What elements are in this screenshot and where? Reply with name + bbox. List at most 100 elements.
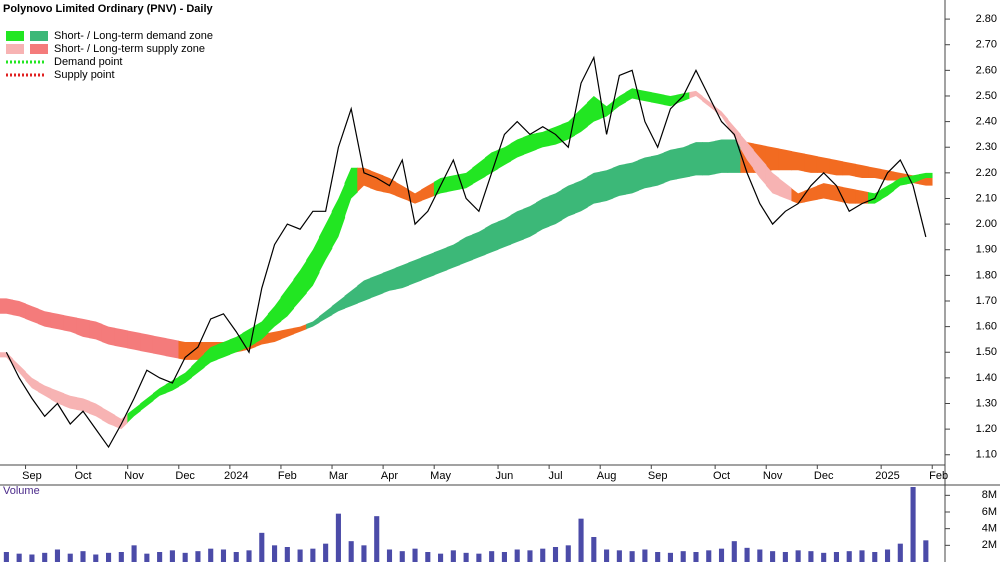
volume-bar — [118, 552, 124, 562]
zone-segment — [893, 176, 907, 191]
zone-segment — [127, 403, 141, 423]
zone-segment — [89, 320, 103, 342]
zone-segment — [702, 95, 716, 112]
zone-segment — [204, 344, 218, 368]
zone-segment — [459, 167, 473, 190]
volume-bar — [195, 551, 201, 562]
zone-segment — [152, 335, 167, 357]
y-tick-label: 2M — [982, 539, 997, 551]
volume-bar — [233, 552, 239, 562]
volume-bar — [131, 545, 137, 562]
zone-segment — [280, 327, 295, 340]
zone-segment — [38, 381, 52, 400]
zone-segment — [344, 167, 358, 218]
volume-bar — [782, 552, 788, 562]
zone-segment — [344, 285, 358, 309]
volume-bar — [770, 551, 776, 562]
volume-bar — [93, 554, 99, 562]
zone-segment — [50, 388, 65, 407]
y-tick-label: 1.90 — [976, 244, 997, 256]
zone-segment — [536, 129, 550, 150]
zone-segment — [510, 136, 524, 162]
zone-segment — [689, 90, 703, 102]
zone-segment — [382, 267, 397, 294]
volume-bar — [540, 548, 546, 562]
zone-segment — [191, 341, 205, 360]
zone-segment — [408, 257, 422, 286]
zone-segment — [370, 170, 384, 193]
volume-bar — [80, 551, 86, 562]
legend-label: Short- / Long-term supply zone — [54, 43, 205, 55]
volume-bar — [897, 543, 903, 562]
x-tick-label: Apr — [381, 470, 398, 482]
chart-title: Polynovo Limited Ordinary (PNV) - Daily — [3, 3, 214, 15]
zone-segment — [140, 393, 154, 412]
zone-segment — [293, 324, 307, 335]
volume-bar — [642, 549, 648, 562]
zone-segment — [63, 393, 77, 410]
zone-segment — [89, 400, 103, 421]
zone-segment — [868, 166, 882, 180]
zone-segment — [638, 156, 652, 191]
zone-segment — [395, 262, 409, 290]
y-tick-label: 1.10 — [976, 449, 997, 461]
zone-segment — [280, 279, 295, 322]
zone-segment — [127, 330, 141, 351]
zone-segment — [727, 139, 741, 173]
zone-segment — [765, 145, 780, 172]
volume-bar — [463, 552, 469, 562]
legend-label: Demand point — [54, 56, 123, 68]
y-tick-label: 2.30 — [976, 141, 997, 153]
volume-bar — [323, 543, 329, 562]
volume-bar — [54, 549, 61, 562]
zone-segment — [395, 181, 409, 202]
panel-title: Volume — [3, 485, 40, 497]
zone-segment — [574, 102, 588, 136]
volume-bar — [476, 553, 482, 562]
zone-segment — [446, 240, 461, 271]
zone-segment — [12, 299, 26, 319]
zone-segment — [114, 327, 129, 349]
zone-segment — [472, 157, 486, 185]
volume-bar — [667, 552, 673, 562]
volume-bar — [144, 553, 150, 562]
volume-bar — [846, 551, 852, 562]
zone-segment — [842, 161, 856, 177]
volume-bar — [399, 551, 405, 562]
zone-segment — [740, 134, 754, 170]
zone-segment — [689, 142, 703, 177]
y-tick-label: 2.50 — [976, 90, 997, 102]
zone-segment — [318, 306, 333, 323]
volume-bar — [438, 553, 444, 562]
zone-segment — [650, 152, 665, 187]
zone-segment — [165, 338, 180, 359]
zone-segment — [497, 215, 512, 250]
x-tick-label: Sep — [22, 470, 42, 482]
zone-segment — [38, 308, 52, 328]
x-tick-label: Jul — [548, 470, 562, 482]
volume-bar — [604, 549, 610, 562]
volume-bar — [425, 552, 431, 562]
volume-bar — [169, 550, 175, 562]
x-tick-label: 2024 — [224, 470, 248, 482]
volume-bar — [450, 550, 456, 562]
volume-bar — [821, 552, 827, 562]
zone-segment — [714, 139, 729, 175]
zone-segment — [152, 384, 167, 401]
zone-segment — [408, 189, 422, 204]
zone-segment — [63, 315, 77, 335]
y-tick-label: 1.60 — [976, 321, 997, 333]
zone-segment — [625, 88, 639, 103]
volume-bar — [680, 551, 686, 562]
volume-bar — [655, 552, 661, 562]
zone-segment — [804, 153, 818, 173]
volume-bar — [591, 537, 597, 562]
volume-bar — [297, 549, 303, 562]
zone-segment — [791, 151, 805, 172]
volume-bar — [744, 547, 750, 562]
zone-segment — [293, 259, 307, 309]
x-tick-label: Nov — [124, 470, 144, 482]
zone-segment — [25, 371, 39, 392]
zone-segment — [472, 227, 486, 260]
